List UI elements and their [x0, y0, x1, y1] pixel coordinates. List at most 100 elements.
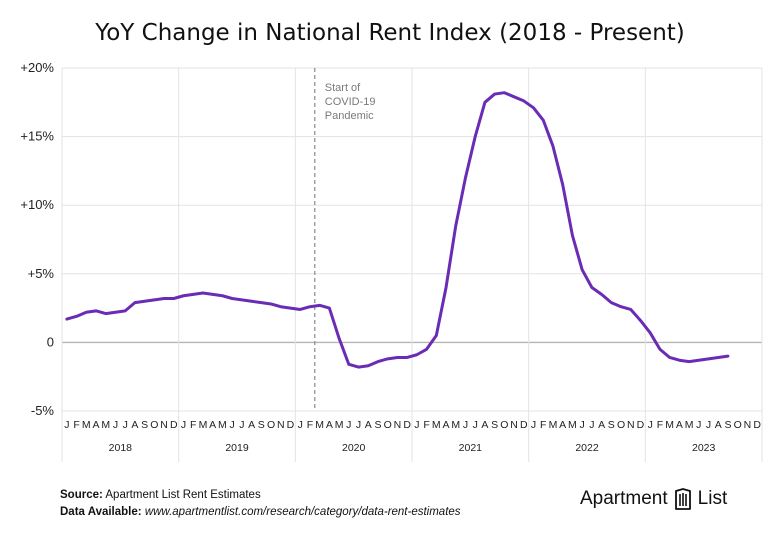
month-tick-label: F: [657, 419, 663, 431]
year-label: 2018: [109, 442, 133, 454]
month-tick-label: M: [568, 419, 577, 431]
month-tick-label: M: [665, 419, 674, 431]
month-tick-label: S: [724, 419, 731, 431]
data-available-link[interactable]: www.apartmentlist.com/research/category/…: [144, 506, 461, 518]
month-tick-label: J: [181, 419, 186, 431]
month-tick-label: N: [160, 419, 168, 431]
month-tick-label: D: [520, 419, 528, 431]
month-tick-label: F: [307, 419, 313, 431]
month-tick-label: M: [218, 419, 227, 431]
data-available-line: Data Available: www.apartmentlist.com/re…: [60, 504, 461, 521]
month-tick-label: M: [199, 419, 208, 431]
covid-annotation-text: Pandemic: [325, 110, 374, 122]
y-tick-label: 0: [47, 334, 54, 349]
y-tick-label: +15%: [20, 129, 54, 144]
month-tick-label: J: [64, 419, 69, 431]
month-tick-label: M: [451, 419, 460, 431]
month-tick-label: A: [131, 419, 138, 431]
year-label: 2023: [692, 442, 716, 454]
year-label: 2021: [459, 442, 483, 454]
month-tick-label: J: [298, 419, 303, 431]
month-tick-label: J: [589, 419, 594, 431]
source-line: Source: Apartment List Rent Estimates: [60, 487, 461, 504]
month-tick-label: A: [365, 419, 372, 431]
month-tick-label: F: [423, 419, 429, 431]
apartment-list-logo-icon: [674, 488, 691, 510]
month-tick-label: O: [150, 419, 158, 431]
month-tick-label: M: [549, 419, 558, 431]
month-tick-label: D: [753, 419, 761, 431]
y-tick-label: +20%: [20, 60, 54, 75]
month-tick-label: J: [580, 419, 585, 431]
month-tick-label: N: [394, 419, 402, 431]
month-tick-label: J: [346, 419, 351, 431]
month-tick-label: M: [685, 419, 694, 431]
annotation-layer: Start of COVID-19 Pandemic: [314, 68, 376, 411]
month-tick-label: A: [559, 419, 566, 431]
brand-word-apartment: Apartment: [580, 488, 668, 509]
year-label: 2020: [342, 442, 366, 454]
grid-layer: [61, 67, 763, 462]
month-tick-label: J: [356, 419, 361, 431]
year-label: 2019: [225, 442, 249, 454]
month-tick-label: A: [248, 419, 255, 431]
month-tick-label: F: [73, 419, 79, 431]
month-tick-label: N: [744, 419, 752, 431]
y-tick-label: +10%: [20, 197, 54, 212]
month-tick-label: J: [696, 419, 701, 431]
month-tick-label: D: [637, 419, 645, 431]
month-tick-label: A: [481, 419, 488, 431]
month-tick-label: O: [734, 419, 742, 431]
month-tick-label: S: [608, 419, 615, 431]
brand-logo: Apartment List: [580, 488, 727, 510]
month-tick-label: F: [540, 419, 546, 431]
month-tick-label: F: [190, 419, 196, 431]
month-tick-label: A: [443, 419, 450, 431]
month-tick-label: D: [170, 419, 178, 431]
month-tick-label: N: [510, 419, 518, 431]
y-tick-label: -5%: [31, 403, 55, 418]
month-tick-label: M: [82, 419, 91, 431]
source-text: Apartment List Rent Estimates: [105, 489, 261, 501]
month-tick-label: A: [715, 419, 722, 431]
month-tick-label: M: [101, 419, 110, 431]
month-tick-label: S: [141, 419, 148, 431]
month-tick-label: S: [491, 419, 498, 431]
month-tick-label: J: [230, 419, 235, 431]
brand-word-list: List: [697, 488, 728, 509]
month-tick-label: A: [326, 419, 333, 431]
month-tick-label: M: [315, 419, 324, 431]
month-tick-label: J: [473, 419, 478, 431]
covid-annotation-text: Start of: [325, 82, 361, 94]
rent-index-line: [65, 91, 730, 369]
month-tick-label: O: [384, 419, 392, 431]
series-layer: [65, 91, 730, 369]
month-tick-label: A: [598, 419, 605, 431]
month-tick-label: J: [123, 419, 128, 431]
footer: Source: Apartment List Rent Estimates Da…: [60, 487, 461, 521]
axis-layer: -5%0+5%+10%+15%+20%J F M A M J J A S O N D J F M A M J J A S…: [20, 60, 761, 454]
month-tick-label: N: [277, 419, 285, 431]
month-tick-label: J: [648, 419, 653, 431]
month-tick-label: A: [676, 419, 683, 431]
month-tick-label: M: [335, 419, 344, 431]
month-tick-label: A: [93, 419, 100, 431]
chart-title: YoY Change in National Rent Index (2018 …: [95, 20, 685, 46]
month-tick-label: J: [239, 419, 244, 431]
month-tick-label: J: [706, 419, 711, 431]
month-tick-label: J: [463, 419, 468, 431]
month-tick-label: O: [500, 419, 508, 431]
month-tick-label: J: [414, 419, 419, 431]
month-tick-label: J: [113, 419, 118, 431]
month-tick-label: S: [258, 419, 265, 431]
source-label: Source:: [60, 489, 103, 501]
month-tick-label: D: [403, 419, 411, 431]
data-available-label: Data Available:: [60, 506, 142, 518]
month-tick-label: J: [531, 419, 536, 431]
y-tick-label: +5%: [28, 266, 55, 281]
month-tick-label: S: [374, 419, 381, 431]
month-tick-label: D: [287, 419, 295, 431]
year-label: 2022: [575, 442, 599, 454]
month-tick-label: A: [209, 419, 216, 431]
